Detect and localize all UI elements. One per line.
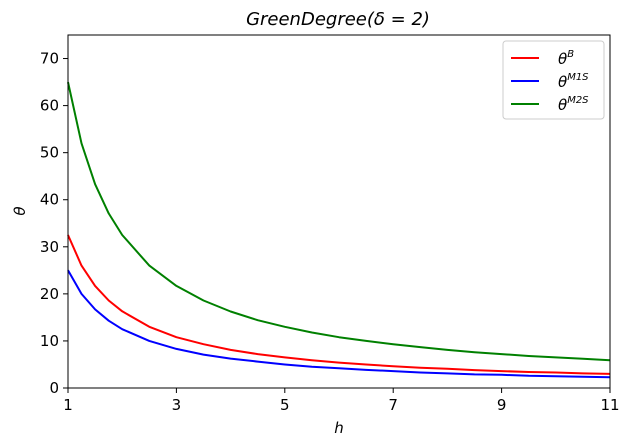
legend-label-b: θB — [558, 49, 574, 68]
legend-label-base: θ — [558, 96, 567, 114]
y-axis-label: θ — [11, 206, 29, 215]
x-tick-label: 7 — [388, 396, 398, 414]
legend-label-sup: M1S — [567, 72, 589, 83]
y-tick-label: 10 — [40, 332, 59, 350]
plot-lines — [67, 81, 611, 379]
x-axis-label: h — [334, 419, 344, 437]
legend-label-base: θ — [558, 50, 567, 68]
legend-label-sup: M2S — [567, 95, 589, 106]
x-tick-label: 9 — [497, 396, 507, 414]
legend-box — [502, 40, 605, 120]
y-tick-label: 60 — [40, 97, 59, 115]
y-axis: 0 10 20 30 40 50 60 70 — [40, 50, 68, 397]
legend-label-m2s: θM2S — [558, 95, 589, 114]
y-tick-label: 50 — [40, 144, 59, 162]
y-tick-label: 20 — [40, 285, 59, 303]
chart-title: GreenDegree(δ = 2) — [246, 9, 430, 30]
x-tick-label: 1 — [63, 396, 73, 414]
plot-frame — [67, 34, 611, 389]
y-tick-label: 30 — [40, 238, 59, 256]
x-tick-label: 11 — [600, 396, 619, 414]
legend-label-m1s: θM1S — [558, 72, 589, 91]
y-tick-label: 40 — [40, 191, 59, 209]
series-line-m2s — [67, 81, 611, 362]
series-line-b — [67, 234, 611, 375]
y-tick-label: 0 — [49, 379, 59, 397]
x-tick-label: 5 — [280, 396, 290, 414]
x-axis: 1 3 5 7 9 11 — [63, 388, 619, 414]
legend-label-sup: B — [567, 49, 574, 60]
x-tick-label: 3 — [172, 396, 182, 414]
series-line-m1s — [67, 269, 611, 379]
y-tick-label: 70 — [40, 50, 59, 68]
legend-label-base: θ — [558, 73, 567, 91]
